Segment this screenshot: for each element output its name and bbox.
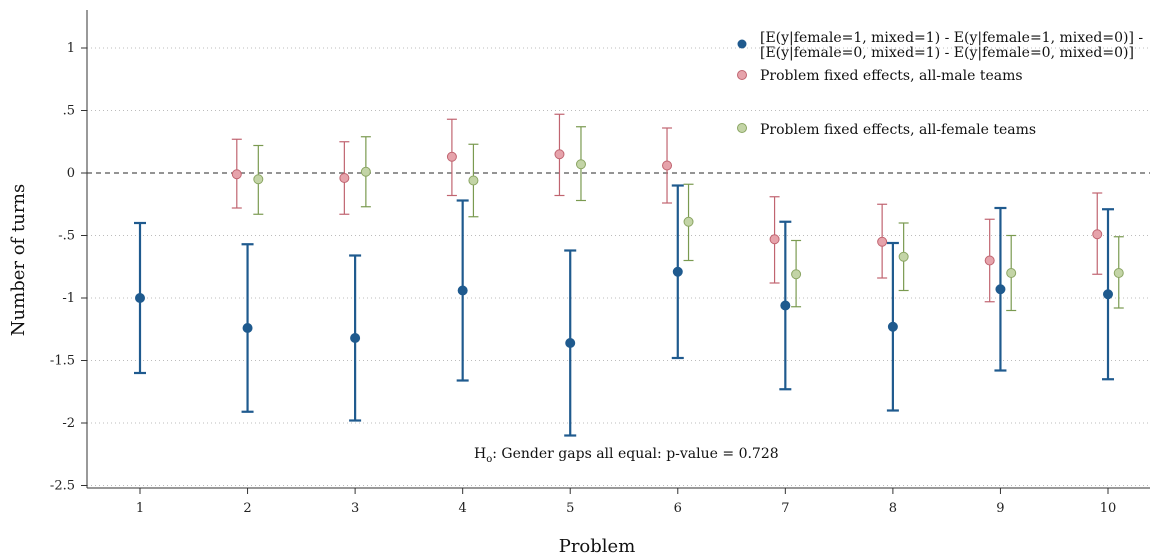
annotation-subscript: o — [486, 454, 492, 465]
x-tick-label: 4 — [459, 501, 467, 516]
data-point — [791, 269, 802, 280]
y-axis-title: Number of turns — [8, 184, 29, 336]
y-tick-label: .5 — [63, 104, 75, 119]
data-point — [457, 285, 468, 296]
data-point — [575, 159, 586, 170]
legend-marker-series-2 — [737, 70, 747, 80]
x-tick-label: 9 — [996, 501, 1004, 516]
legend-marker-series-1 — [737, 39, 747, 49]
legend-marker-series-3 — [737, 123, 747, 133]
data-point — [135, 293, 145, 303]
data-point — [995, 284, 1006, 295]
data-point — [242, 323, 253, 333]
y-tick-label: -2 — [62, 416, 75, 431]
annotation: Ho: Gender gaps all equal: p-value = 0.7… — [474, 446, 779, 465]
legend-label-series-3: Problem fixed effects, all-female teams — [760, 122, 1036, 138]
y-tick-label: -.5 — [58, 229, 75, 244]
data-point — [984, 255, 995, 266]
data-point — [769, 234, 780, 245]
data-point — [780, 300, 791, 311]
data-point — [683, 216, 694, 227]
x-tick-label: 1 — [136, 501, 144, 516]
x-axis-title: Problem — [559, 536, 636, 557]
data-point — [565, 338, 576, 348]
y-tick-label: 0 — [67, 166, 75, 181]
x-tick-label: 3 — [351, 501, 359, 516]
data-point — [350, 333, 361, 343]
axes: 1 .5 0 -.5 -1 -1.5 -2 -2.5 1 2 3 4 5 6 7 8 9 10 — [50, 10, 1150, 516]
y-tick-label: 1 — [67, 41, 75, 56]
data-point — [898, 251, 909, 262]
legend-label-series-2: Problem fixed effects, all-male teams — [760, 68, 1023, 84]
data-point — [1092, 229, 1103, 240]
data-point — [554, 149, 565, 160]
data-point — [672, 266, 683, 277]
data-point — [887, 321, 898, 332]
data-point — [339, 173, 350, 183]
legend: [E(y|female=1, mixed=1) - E(y|female=1, … — [737, 30, 1143, 138]
data-point — [468, 175, 479, 186]
data-point — [662, 160, 673, 171]
data-point — [253, 174, 264, 185]
data-point — [1113, 268, 1124, 278]
data-point — [446, 151, 457, 162]
legend-label-series-1-line2: [E(y|female=0, mixed=1) - E(y|female=0, … — [760, 45, 1134, 61]
data-point — [360, 166, 371, 177]
x-tick-label: 5 — [566, 501, 574, 516]
x-tick-label: 2 — [243, 501, 251, 516]
y-tick-label: -1 — [62, 291, 75, 306]
y-tick-label: -1.5 — [50, 354, 75, 369]
gridlines — [87, 47, 1150, 486]
x-tick-label: 6 — [674, 501, 682, 516]
data-point — [877, 236, 888, 247]
legend-label-series-1-line1: [E(y|female=1, mixed=1) - E(y|female=1, … — [760, 30, 1143, 46]
x-tick-label: 8 — [889, 501, 897, 516]
x-tick-label: 10 — [1100, 501, 1117, 516]
data-point — [1006, 268, 1017, 278]
series-layer — [134, 113, 1124, 437]
x-tick-label: 7 — [781, 501, 789, 516]
data-point — [1103, 289, 1113, 300]
y-tick-label: -2.5 — [50, 479, 75, 494]
data-point — [231, 169, 242, 180]
